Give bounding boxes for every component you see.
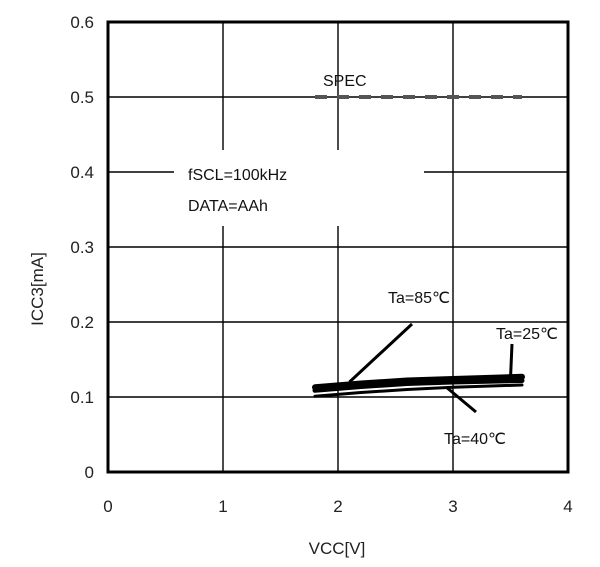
series-labels: SPEC Ta=85℃ Ta=25℃ Ta=40℃ xyxy=(323,73,558,448)
series-label: SPEC xyxy=(323,73,367,90)
leader-line xyxy=(509,343,514,379)
x-tick-label: 3 xyxy=(448,497,457,516)
x-tick-label: 0 xyxy=(103,497,112,516)
y-axis-title: ICC3[mA] xyxy=(28,252,47,326)
series-layer xyxy=(312,95,525,398)
y-tick-label: 0.5 xyxy=(70,88,94,107)
y-tick-label: 0.2 xyxy=(70,313,94,332)
series-ta-85 xyxy=(312,373,525,391)
x-axis-title: VCC[V] xyxy=(309,539,366,558)
series-label: Ta=25℃ xyxy=(496,326,558,343)
y-tick-label: 0.6 xyxy=(70,13,94,32)
series-ta-40 xyxy=(313,383,524,398)
y-tick-label: 0.4 xyxy=(70,163,94,182)
series-ta-25 xyxy=(312,378,525,393)
y-tick-label: 0.3 xyxy=(70,238,94,257)
condition-fscl: fSCL=100kHz xyxy=(188,167,287,184)
y-tick-labels: 0 0.1 0.2 0.3 0.4 0.5 0.6 xyxy=(70,13,94,482)
x-tick-label: 4 xyxy=(563,497,572,516)
leader-line xyxy=(446,386,477,414)
plot-frame xyxy=(106,20,570,474)
series-label: Ta=85℃ xyxy=(388,290,450,307)
x-tick-label: 1 xyxy=(218,497,227,516)
y-tick-label: 0.1 xyxy=(70,388,94,407)
leader-line xyxy=(348,322,414,384)
conditions-box xyxy=(174,150,424,226)
x-tick-label: 2 xyxy=(333,497,342,516)
x-tick-labels: 0 1 2 3 4 xyxy=(103,497,572,516)
series-label: Ta=40℃ xyxy=(444,431,506,448)
condition-data: DATA=AAh xyxy=(188,198,268,215)
y-tick-label: 0 xyxy=(85,463,94,482)
